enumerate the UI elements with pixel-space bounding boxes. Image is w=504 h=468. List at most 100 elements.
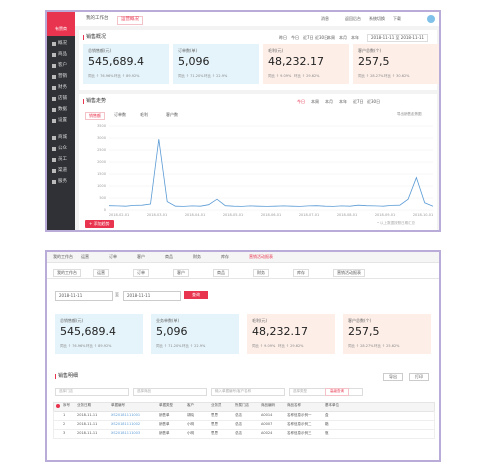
table-header-cell: 业务员 xyxy=(211,403,222,407)
trend-title: 销售走势 xyxy=(83,99,106,104)
table-header-cell: 商品名称 xyxy=(287,403,301,407)
menu-icon xyxy=(52,97,56,101)
card-compare: 同比 ↑ 28.27% xyxy=(358,74,384,78)
filter-input[interactable]: 输入单据编号/客户名称 xyxy=(211,388,285,396)
subtab[interactable]: 库存 xyxy=(293,269,309,277)
trend-filter[interactable]: 本月 xyxy=(325,99,333,104)
menu-item[interactable]: 客户 xyxy=(58,63,67,68)
tab[interactable]: 订单 xyxy=(109,254,117,259)
subtab[interactable]: 客户 xyxy=(173,269,189,277)
menu-item[interactable]: 营销 xyxy=(58,74,67,79)
date-from[interactable]: 2018-11-11 xyxy=(55,291,113,301)
table-cell: XS20181111002 xyxy=(111,422,141,426)
add-button[interactable]: + 添加趋势 xyxy=(85,220,114,228)
table-cell: 2018-11-11 xyxy=(77,422,98,426)
filter-input[interactable]: 选择门店 xyxy=(55,388,129,396)
tab[interactable]: 客户 xyxy=(137,254,145,259)
card-label: 订单数(单) xyxy=(178,48,198,53)
menu-item[interactable]: 服务 xyxy=(58,179,67,184)
date-filter[interactable]: 本月 xyxy=(339,35,347,40)
date-filter[interactable]: 近30日 xyxy=(315,35,329,40)
section-title: 销售概况 xyxy=(83,35,106,40)
tab[interactable]: 我的工作台 xyxy=(86,16,109,21)
card-compare: 环比 ↑ 22.9% xyxy=(204,74,228,78)
toolbar-item[interactable]: 下载 xyxy=(393,16,401,21)
export-button[interactable]: 导出 xyxy=(383,373,403,381)
trend-filter[interactable]: 本年 xyxy=(339,99,347,104)
section-title: 销售明细 xyxy=(55,374,78,379)
toolbar-item[interactable]: 消息 xyxy=(321,16,329,21)
date-filter[interactable]: 本年 xyxy=(351,35,359,40)
subtab[interactable]: 订单 xyxy=(133,269,149,277)
top-screenshot: 有赞商 概况 商品 客户 营销 财务 店铺 数据 设置 商城 公众 员工 渠道 服务 我的工作台 运营概况 消息… xyxy=(45,10,441,232)
table-cell: 2 xyxy=(63,422,66,426)
toolbar-item[interactable]: 返回后台 xyxy=(345,16,361,21)
table-cell: 总店 xyxy=(235,422,242,426)
tab[interactable]: 运营概况 xyxy=(117,16,143,25)
table-cell: 名称信息示例一 xyxy=(287,413,312,417)
subtab[interactable]: 运营 xyxy=(93,269,109,277)
date-filter[interactable]: 昨日 xyxy=(279,35,287,40)
menu-item[interactable]: 商城 xyxy=(58,135,67,140)
subtab[interactable]: 营销活动报表 xyxy=(333,269,365,277)
date-filter[interactable]: 近7日 xyxy=(303,35,314,40)
menu-item[interactable]: 员工 xyxy=(58,157,67,162)
y-tick-label: 2500 xyxy=(97,148,106,152)
tab[interactable]: 我的工作台 xyxy=(53,254,73,259)
trend-filter[interactable]: 近30日 xyxy=(367,99,381,104)
toolbar-item[interactable]: 系统切换 xyxy=(369,16,385,21)
trend-tab[interactable]: 订单数 xyxy=(114,112,126,117)
trend-filter[interactable]: 近7日 xyxy=(353,99,364,104)
menu-icon xyxy=(52,119,56,123)
menu-item[interactable]: 商品 xyxy=(58,52,67,57)
menu-item[interactable]: 财务 xyxy=(58,85,67,90)
trend-tab[interactable]: 毛利 xyxy=(140,112,148,117)
menu-item[interactable]: 渠道 xyxy=(58,168,67,173)
table-header-cell: 单据类型 xyxy=(159,403,173,407)
x-tick-label: 2018-05-01 xyxy=(223,213,243,217)
card-value: 5,096 xyxy=(156,325,188,338)
table-cell: 2018-11-11 xyxy=(77,413,98,417)
filter-button[interactable]: 高级查询 xyxy=(325,388,349,396)
trend-tab[interactable]: 客户数 xyxy=(166,112,178,117)
card-compare: 同比 ↑ 76.96% xyxy=(88,74,114,78)
menu-item[interactable]: 店铺 xyxy=(58,96,67,101)
menu-icon xyxy=(52,136,56,140)
stat-card xyxy=(353,44,439,84)
x-tick-label: 2018-03-01 xyxy=(147,213,167,217)
query-button[interactable]: 查询 xyxy=(184,291,208,299)
date-filter[interactable]: 今日 xyxy=(291,35,299,40)
menu-item[interactable]: 设置 xyxy=(58,118,67,123)
card-value: 5,096 xyxy=(178,55,210,68)
subtab[interactable]: 财务 xyxy=(253,269,269,277)
menu-item[interactable]: 数据 xyxy=(58,107,67,112)
card-label: 总销售额(元) xyxy=(88,48,112,53)
tab[interactable]: 运营 xyxy=(81,254,89,259)
trend-filter[interactable]: 本周 xyxy=(311,99,319,104)
y-tick-label: 3000 xyxy=(97,136,106,140)
tab[interactable]: 营销活动报表 xyxy=(249,254,273,259)
table-cell: 小明 xyxy=(187,422,194,426)
trend-filter[interactable]: 今日 xyxy=(297,99,305,104)
menu-item[interactable]: 概况 xyxy=(58,41,67,46)
table-header xyxy=(53,402,435,412)
date-filter[interactable]: 本周 xyxy=(327,35,335,40)
menu-icon xyxy=(52,42,56,46)
table-cell: 2018-11-11 xyxy=(77,431,98,435)
print-button[interactable]: 打印 xyxy=(409,373,429,381)
tab[interactable]: 财务 xyxy=(193,254,201,259)
date-range[interactable]: 2018-11-11 至 2018-11-11 xyxy=(367,34,429,42)
subtab[interactable]: 我的工作台 xyxy=(53,269,81,277)
trend-link[interactable]: 导出销售走势图 xyxy=(397,112,422,116)
trend-tab[interactable]: 销售额 xyxy=(85,112,105,120)
tab[interactable]: 库存 xyxy=(221,254,229,259)
footnote: • 以上数据按照日期汇总 xyxy=(377,221,416,225)
menu-item[interactable]: 公众 xyxy=(58,146,67,151)
table-cell: 胡晓 xyxy=(187,413,194,417)
x-tick-label: 2018-08-01 xyxy=(337,213,357,217)
subtab[interactable]: 商品 xyxy=(213,269,229,277)
date-to[interactable]: 2018-11-11 xyxy=(123,291,181,301)
card-value: 545,689.4 xyxy=(88,55,144,68)
filter-input[interactable]: 选择商品 xyxy=(133,388,207,396)
tab[interactable]: 商品 xyxy=(165,254,173,259)
